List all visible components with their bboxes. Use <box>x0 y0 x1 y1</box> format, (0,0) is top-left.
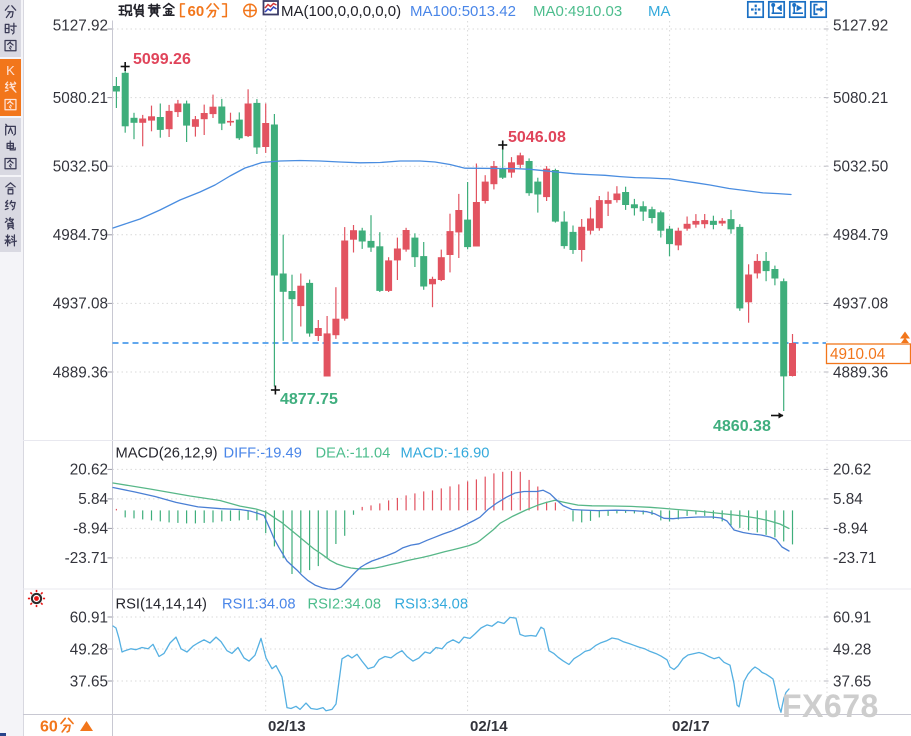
svg-text:4984.79: 4984.79 <box>53 227 108 244</box>
svg-text:RSI3:34.08: RSI3:34.08 <box>395 597 469 613</box>
svg-text:DEA:-11.04: DEA:-11.04 <box>316 446 391 462</box>
svg-text:4937.08: 4937.08 <box>833 296 888 313</box>
svg-text:49.28: 49.28 <box>70 641 108 658</box>
svg-text:4937.08: 4937.08 <box>53 296 108 313</box>
svg-text:49.28: 49.28 <box>833 641 871 658</box>
svg-text:60.91: 60.91 <box>833 609 871 626</box>
svg-text:02/13: 02/13 <box>268 718 306 735</box>
svg-text:02/17: 02/17 <box>672 718 710 735</box>
svg-text:60: 60 <box>188 3 205 20</box>
svg-text:DIFF:-19.49: DIFF:-19.49 <box>224 446 302 462</box>
svg-text:37.65: 37.65 <box>833 673 871 690</box>
svg-text:5127.92: 5127.92 <box>53 18 108 35</box>
svg-text:5032.50: 5032.50 <box>53 159 108 176</box>
svg-text:K: K <box>6 63 15 78</box>
svg-text:5046.08: 5046.08 <box>508 129 566 146</box>
svg-text:-23.71: -23.71 <box>833 550 876 567</box>
svg-text:5080.21: 5080.21 <box>53 90 108 107</box>
svg-text:MA0:4910.03: MA0:4910.03 <box>533 3 622 20</box>
svg-text:5099.26: 5099.26 <box>133 51 191 68</box>
svg-text:4889.36: 4889.36 <box>833 364 888 381</box>
svg-text:5080.21: 5080.21 <box>833 90 888 107</box>
svg-text:4889.36: 4889.36 <box>53 364 108 381</box>
svg-text:02/14: 02/14 <box>470 718 508 735</box>
svg-text:-8.94: -8.94 <box>73 521 108 538</box>
svg-text:4860.38: 4860.38 <box>713 418 771 435</box>
svg-text:-8.94: -8.94 <box>833 521 868 538</box>
svg-text:37.65: 37.65 <box>70 673 108 690</box>
svg-text:4910.04: 4910.04 <box>830 346 886 363</box>
svg-text:-23.71: -23.71 <box>65 550 108 567</box>
svg-text:MACD:-16.90: MACD:-16.90 <box>401 446 490 462</box>
svg-text:5.84: 5.84 <box>833 491 863 508</box>
svg-text:RSI2:34.08: RSI2:34.08 <box>308 597 382 613</box>
svg-text:MACD(26,12,9): MACD(26,12,9) <box>116 446 218 462</box>
svg-text:MA: MA <box>648 3 671 20</box>
svg-text:60.91: 60.91 <box>70 609 108 626</box>
svg-text:5032.50: 5032.50 <box>833 159 888 176</box>
svg-text:20.62: 20.62 <box>70 462 108 479</box>
svg-text:20.62: 20.62 <box>833 462 871 479</box>
svg-text:RSI1:34.08: RSI1:34.08 <box>222 597 296 613</box>
svg-text:RSI(14,14,14): RSI(14,14,14) <box>116 597 207 613</box>
svg-text:4877.75: 4877.75 <box>280 391 338 408</box>
svg-text:5.84: 5.84 <box>78 491 108 508</box>
svg-text:60: 60 <box>40 719 58 736</box>
svg-text:MA(100,0,0,0,0,0): MA(100,0,0,0,0,0) <box>281 3 401 20</box>
svg-text:MA100:5013.42: MA100:5013.42 <box>410 3 516 20</box>
svg-text:5127.92: 5127.92 <box>833 18 888 35</box>
svg-text:4984.79: 4984.79 <box>833 227 888 244</box>
svg-text:FX678: FX678 <box>782 688 879 724</box>
